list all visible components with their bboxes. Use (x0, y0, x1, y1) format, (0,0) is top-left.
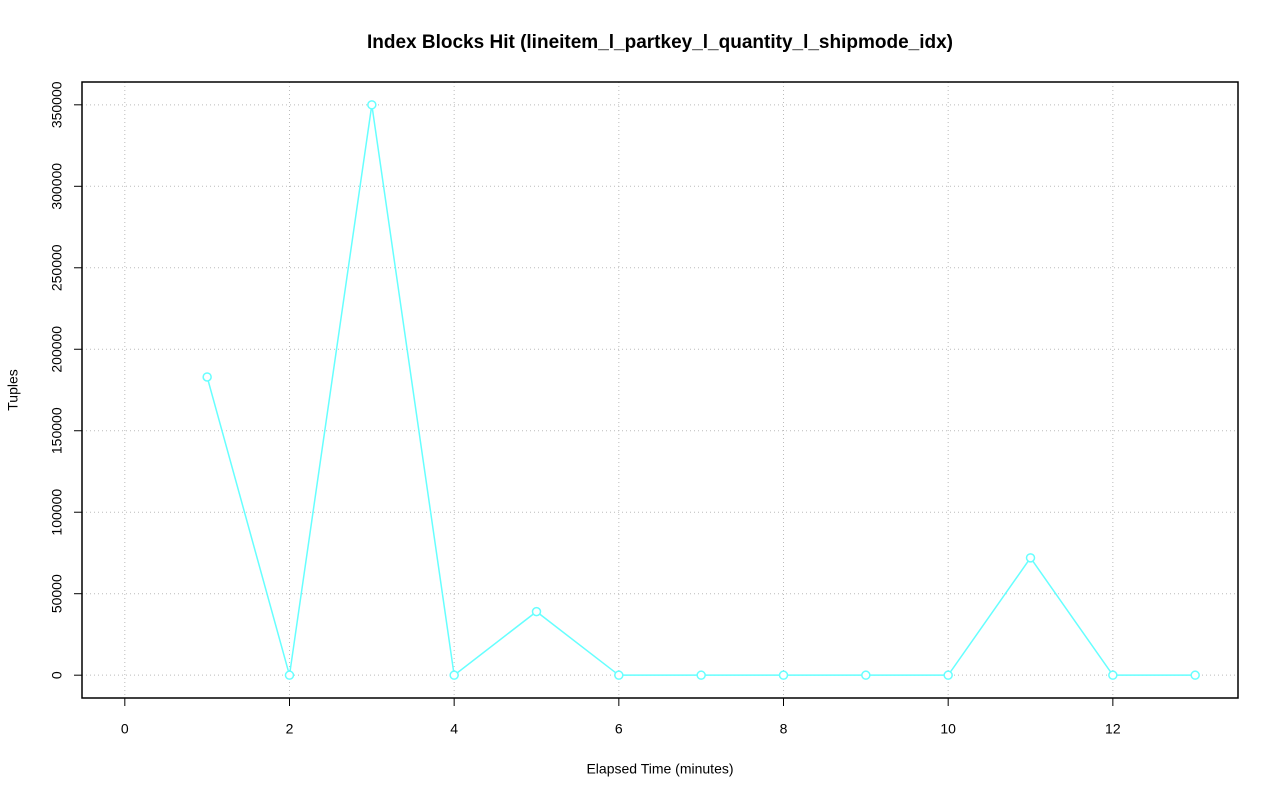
data-point (614, 670, 624, 680)
x-tick-label: 2 (286, 721, 294, 737)
x-axis-label: Elapsed Time (minutes) (586, 761, 733, 777)
chart-title: Index Blocks Hit (lineitem_l_partkey_l_q… (367, 32, 953, 53)
data-point (1108, 670, 1118, 680)
x-tick-label: 8 (780, 721, 788, 737)
data-point (861, 670, 871, 680)
series-line (206, 104, 1196, 677)
data-point (1190, 670, 1200, 680)
y-tick-label: 0 (49, 671, 65, 679)
data-point (202, 372, 212, 382)
y-tick-label: 300000 (49, 163, 65, 210)
x-tick-label: 4 (450, 721, 458, 737)
data-point (696, 670, 706, 680)
data-point (1025, 553, 1036, 563)
x-tick-label: 0 (121, 721, 129, 737)
data-point (284, 670, 295, 680)
x-tick-label: 10 (940, 721, 956, 737)
y-axis-label: Tuples (5, 369, 21, 411)
y-tick-label: 250000 (49, 244, 65, 291)
x-tick-label: 12 (1105, 721, 1121, 737)
y-tick-label: 100000 (49, 489, 65, 536)
data-point (778, 670, 789, 680)
data-point (531, 606, 542, 617)
data-point (943, 670, 953, 680)
data-point (449, 670, 459, 680)
plot-frame (81, 81, 1239, 699)
y-tick-label: 50000 (49, 574, 65, 613)
data-point (367, 100, 377, 110)
y-tick-label: 150000 (49, 407, 65, 454)
y-tick-label: 200000 (49, 326, 65, 373)
x-tick-label: 6 (615, 721, 623, 737)
y-tick-label: 350000 (49, 81, 65, 128)
